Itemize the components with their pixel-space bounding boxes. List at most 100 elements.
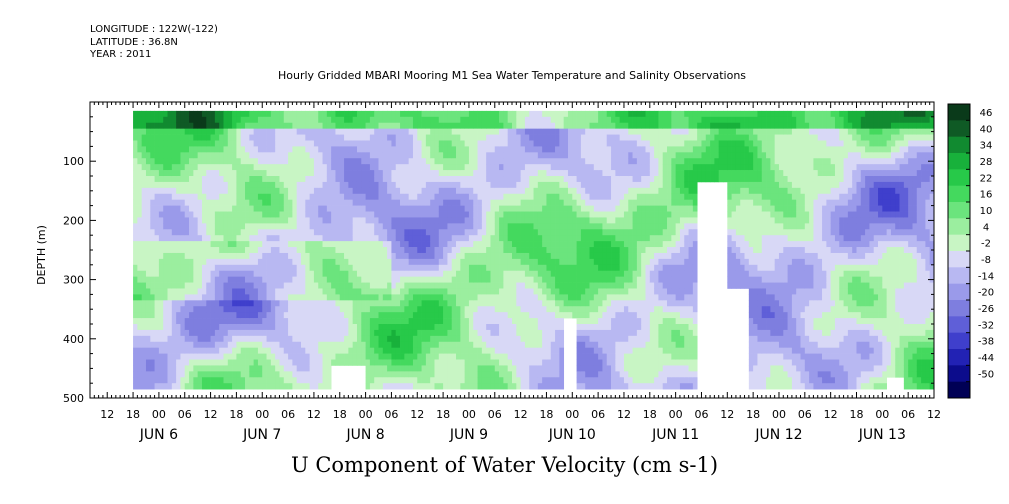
heatmap-cell — [451, 377, 457, 384]
heatmap-cell — [412, 247, 418, 254]
heatmap-cell — [163, 199, 168, 206]
heatmap-cell — [443, 288, 448, 295]
heatmap-cell — [184, 282, 190, 289]
heatmap-cell — [490, 223, 496, 230]
heatmap-cell — [550, 247, 556, 254]
heatmap-cell — [214, 205, 220, 212]
heatmap-cell — [425, 318, 431, 325]
heatmap-cell — [512, 383, 517, 390]
heatmap-cell — [434, 110, 440, 118]
heatmap-cell — [585, 365, 590, 372]
heatmap-cell — [542, 252, 547, 260]
heatmap-cell — [150, 158, 155, 165]
heatmap-cell — [580, 371, 586, 378]
heatmap-cell — [227, 329, 233, 337]
heatmap-cell — [529, 341, 534, 349]
heatmap-cell — [546, 341, 552, 349]
heatmap-cell — [563, 264, 569, 272]
heatmap-cell — [236, 241, 242, 248]
heatmap-cell — [434, 241, 440, 248]
heatmap-cell — [580, 128, 586, 135]
heatmap-cell — [275, 158, 280, 165]
heatmap-cell — [559, 164, 565, 171]
heatmap-cell — [266, 288, 272, 295]
heatmap-cell — [499, 300, 504, 307]
heatmap-cell — [421, 158, 427, 165]
heatmap-cell — [313, 199, 319, 206]
heatmap-cell — [417, 217, 422, 224]
heatmap-cell — [395, 270, 401, 277]
heatmap-cell — [137, 164, 143, 171]
heatmap-cell — [309, 164, 315, 171]
heatmap-cell — [585, 128, 590, 135]
heatmap-cell — [378, 116, 384, 124]
heatmap-cell — [176, 264, 181, 272]
heatmap-cell — [201, 252, 207, 260]
heatmap-cell — [395, 116, 401, 124]
heatmap-cell — [296, 140, 302, 147]
heatmap-cell — [559, 276, 565, 283]
heatmap-cell — [137, 329, 143, 337]
heatmap-cell — [296, 264, 302, 272]
heatmap-cell — [236, 365, 242, 372]
heatmap-cell — [369, 300, 375, 307]
heatmap-cell — [335, 211, 341, 218]
heatmap-cell — [275, 217, 280, 224]
heatmap-cell — [460, 158, 465, 165]
heatmap-cell — [451, 318, 457, 325]
heatmap-cell — [150, 223, 155, 230]
heatmap-cell — [141, 152, 147, 159]
heatmap-cell — [283, 122, 289, 129]
heatmap-cell — [524, 211, 530, 218]
heatmap-cell — [313, 217, 319, 224]
heatmap-cell — [580, 318, 586, 325]
heatmap-cell — [456, 312, 461, 319]
heatmap-cell — [576, 122, 582, 129]
heatmap-cell — [425, 122, 431, 129]
heatmap-cell — [236, 229, 242, 236]
heatmap-cell — [313, 205, 319, 212]
heatmap-cell — [438, 110, 444, 118]
heatmap-cell — [382, 164, 388, 171]
heatmap-cell — [567, 134, 573, 141]
heatmap-cell — [322, 134, 328, 141]
heatmap-cell — [163, 223, 168, 230]
heatmap-cell — [503, 276, 509, 283]
heatmap-cell — [387, 122, 392, 129]
heatmap-cell — [262, 176, 267, 183]
heatmap-cell — [313, 134, 319, 141]
heatmap-cell — [494, 353, 500, 360]
heatmap-cell — [313, 116, 319, 124]
heatmap-cell — [400, 371, 405, 378]
heatmap-cell — [236, 341, 242, 349]
heatmap-cell — [180, 229, 186, 236]
heatmap-cell — [270, 371, 276, 378]
heatmap-cell — [460, 193, 465, 201]
heatmap-cell — [447, 341, 453, 349]
heatmap-cell — [313, 324, 319, 331]
heatmap-cell — [180, 300, 186, 307]
heatmap-cell — [331, 353, 336, 360]
heatmap-cell — [546, 383, 552, 390]
heatmap-cell — [249, 170, 254, 177]
heatmap-cell — [490, 347, 496, 354]
heatmap-cell — [184, 128, 190, 135]
heatmap-cell — [279, 152, 285, 159]
heatmap-cell — [520, 158, 526, 165]
heatmap-cell — [425, 312, 431, 319]
heatmap-cell — [464, 181, 470, 189]
heatmap-cell — [137, 335, 143, 343]
heatmap-cell — [580, 247, 586, 254]
heatmap-cell — [425, 329, 431, 337]
heatmap-cell — [184, 164, 190, 171]
heatmap-cell — [180, 353, 186, 360]
heatmap-cell — [563, 170, 569, 177]
heatmap-cell — [197, 282, 203, 289]
heatmap-cell — [524, 223, 530, 230]
heatmap-cell — [400, 223, 405, 230]
heatmap-cell — [593, 122, 599, 129]
heatmap-cell — [576, 359, 582, 366]
heatmap-cell — [400, 110, 405, 118]
heatmap-cell — [133, 229, 138, 236]
heatmap-cell — [163, 359, 168, 366]
